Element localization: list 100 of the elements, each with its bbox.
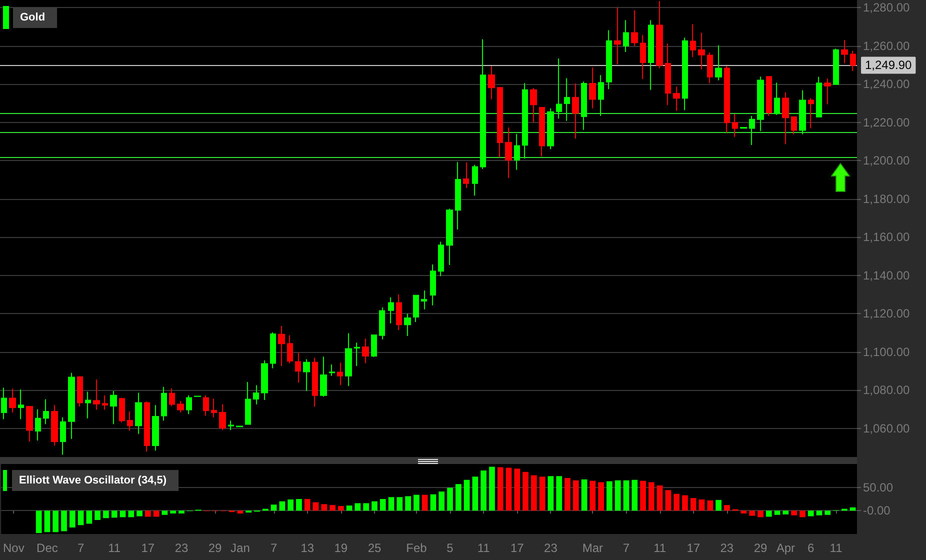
candlestick bbox=[766, 76, 772, 116]
bar bbox=[363, 503, 370, 511]
candlestick bbox=[119, 397, 125, 423]
candlestick bbox=[833, 48, 839, 86]
y-tick-label: 1,060.00 bbox=[863, 421, 910, 436]
bar bbox=[103, 510, 109, 518]
bar bbox=[674, 494, 680, 511]
candlestick bbox=[698, 32, 705, 70]
candlestick bbox=[413, 294, 419, 323]
x-tick-label: 11 bbox=[654, 541, 666, 555]
candlestick bbox=[68, 372, 75, 440]
y-tick-label: 1,120.00 bbox=[863, 306, 910, 321]
bar bbox=[94, 510, 101, 520]
candlestick bbox=[245, 382, 251, 425]
bar bbox=[279, 501, 286, 511]
candlestick bbox=[606, 30, 612, 90]
candlestick bbox=[312, 357, 318, 408]
y-tick-label: 50.00 bbox=[863, 480, 894, 494]
y-tick-label: 1,140.00 bbox=[863, 268, 910, 282]
bar bbox=[774, 510, 780, 515]
bar bbox=[564, 478, 570, 511]
x-tick-label: 29 bbox=[754, 541, 768, 555]
candlestick bbox=[757, 76, 764, 132]
bar bbox=[489, 466, 495, 511]
bar bbox=[296, 499, 302, 511]
bar bbox=[380, 499, 386, 511]
bar bbox=[472, 476, 478, 511]
candlestick bbox=[354, 342, 360, 366]
bar bbox=[572, 480, 579, 511]
x-tick-label: 17 bbox=[141, 541, 155, 555]
candlestick bbox=[26, 405, 33, 442]
x-tick-label: 11 bbox=[830, 541, 843, 555]
bar bbox=[632, 480, 638, 511]
candlestick bbox=[404, 313, 411, 336]
candlestick bbox=[270, 332, 276, 369]
candlestick bbox=[60, 416, 66, 456]
bar bbox=[716, 500, 722, 511]
candlestick bbox=[564, 78, 570, 122]
bar bbox=[78, 510, 84, 526]
x-tick-label: 11 bbox=[477, 541, 490, 555]
candlestick bbox=[9, 388, 16, 413]
x-tick-label: 23 bbox=[174, 541, 188, 555]
bar bbox=[430, 494, 436, 511]
candlestick bbox=[782, 92, 789, 145]
candlestick bbox=[547, 108, 554, 150]
candlestick bbox=[505, 127, 512, 179]
bar bbox=[338, 506, 344, 511]
bar bbox=[455, 484, 462, 511]
candlestick bbox=[18, 389, 24, 420]
candlestick bbox=[329, 364, 335, 376]
candlestick bbox=[396, 294, 402, 331]
bar bbox=[69, 510, 76, 528]
x-tick-label: 17 bbox=[686, 541, 700, 555]
bar bbox=[396, 497, 403, 511]
candlestick bbox=[665, 43, 671, 106]
bar bbox=[791, 510, 797, 516]
bar bbox=[447, 488, 453, 511]
bar bbox=[800, 510, 806, 518]
candlestick bbox=[455, 162, 461, 230]
y-tick-label: 1,200.00 bbox=[863, 154, 910, 168]
candlestick bbox=[144, 401, 150, 452]
y-tick-label: 1,220.00 bbox=[863, 115, 910, 130]
bar bbox=[464, 480, 470, 511]
bar bbox=[522, 472, 528, 511]
candlestick bbox=[463, 162, 469, 188]
bar bbox=[237, 510, 244, 514]
bar bbox=[330, 505, 336, 511]
candlestick bbox=[640, 34, 646, 80]
candlestick bbox=[211, 398, 217, 418]
bar bbox=[548, 476, 554, 511]
candlestick bbox=[690, 24, 696, 58]
candlestick bbox=[749, 115, 755, 146]
bar bbox=[665, 490, 672, 511]
candlestick bbox=[707, 52, 713, 84]
y-tick-label: 1,280.00 bbox=[863, 0, 910, 15]
bar bbox=[388, 497, 394, 511]
x-tick-label: Feb bbox=[406, 541, 428, 555]
bar bbox=[270, 504, 277, 511]
candlestick bbox=[791, 116, 797, 135]
candlestick bbox=[228, 420, 234, 431]
candlestick bbox=[715, 44, 722, 81]
bar bbox=[506, 468, 512, 511]
bar bbox=[808, 510, 814, 516]
bar bbox=[758, 510, 764, 518]
candlestick bbox=[51, 404, 58, 446]
y-tick-label: 1,240.00 bbox=[863, 77, 910, 92]
bar bbox=[766, 510, 772, 517]
candlestick bbox=[203, 394, 209, 416]
candlestick bbox=[438, 241, 444, 277]
candlestick bbox=[572, 83, 579, 139]
candlestick bbox=[488, 65, 495, 100]
legend-label: Gold bbox=[20, 12, 46, 24]
bar bbox=[539, 476, 546, 511]
candlestick bbox=[1, 387, 7, 420]
candlestick bbox=[623, 20, 629, 53]
bar bbox=[590, 480, 596, 511]
candlestick bbox=[177, 400, 184, 413]
candlestick bbox=[480, 38, 486, 170]
candlestick bbox=[152, 404, 159, 451]
candlestick bbox=[631, 10, 638, 46]
